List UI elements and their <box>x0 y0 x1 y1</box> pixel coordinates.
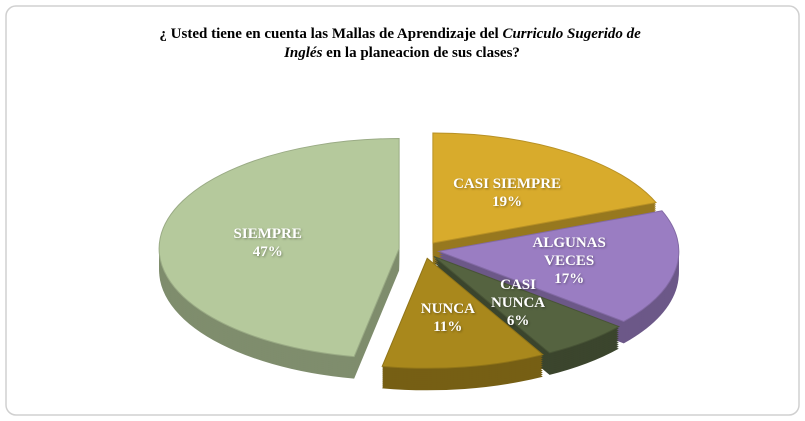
slice <box>433 256 621 354</box>
slice <box>432 132 657 244</box>
slice <box>158 138 400 358</box>
pie <box>158 132 680 391</box>
chart-title: ¿ Usted tiene en cuenta las Mallas de Ap… <box>159 26 644 61</box>
title-part: en la planeacion de sus clases? <box>322 45 520 61</box>
slice-group <box>433 256 621 375</box>
title-part: ¿ Usted tiene en cuenta las Mallas de Ap… <box>159 26 502 42</box>
slice-label: ALGUNAS VECES <box>532 234 606 269</box>
slice-label: 47% <box>252 243 283 260</box>
title-part: Curriculo Sugerido de <box>502 26 641 42</box>
slice-label: 11% <box>433 319 463 336</box>
slice-label: SIEMPRE <box>233 225 302 242</box>
slice-label: 19% <box>492 194 523 210</box>
title-part: Inglés <box>283 45 323 61</box>
slice-group <box>381 257 544 391</box>
slice-group <box>436 210 680 344</box>
slice-label: 6% <box>506 313 530 330</box>
slice-label: CASI NUNCA <box>490 277 546 312</box>
slice-label: CASI SIEMPRE <box>453 176 562 192</box>
slice <box>381 257 544 369</box>
slice-label: 17% <box>554 270 585 287</box>
slice-group <box>158 138 400 379</box>
slice-group <box>432 132 657 266</box>
slice <box>436 210 680 322</box>
slice-label: NUNCA <box>420 301 475 318</box>
